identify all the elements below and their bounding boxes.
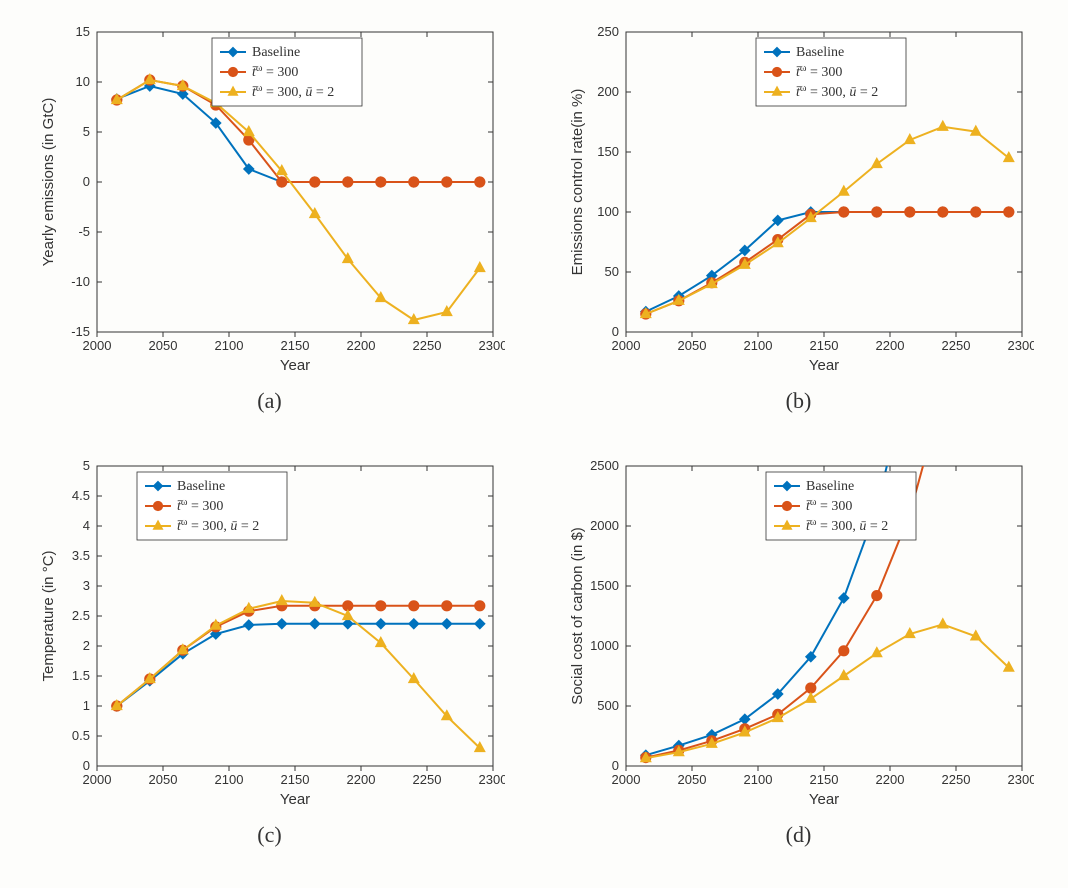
svg-text:2000: 2000 bbox=[611, 772, 640, 787]
panel-sublabel: (a) bbox=[257, 388, 281, 414]
svg-text:1: 1 bbox=[82, 698, 89, 713]
svg-text:0: 0 bbox=[611, 324, 618, 339]
legend-label-baseline: Baseline bbox=[806, 479, 854, 494]
legend-label-baseline: Baseline bbox=[177, 479, 225, 494]
legend-label-baseline: Baseline bbox=[796, 45, 844, 60]
panel-c: 2000 2050 2100 2150 2200 2250 2300 0 0.5 1 1.5 2 2.5… bbox=[30, 454, 509, 848]
legend-label-t300u2: t̄ω = 300, ū = 2 bbox=[251, 83, 334, 100]
svg-text:2150: 2150 bbox=[280, 338, 309, 353]
svg-text:5: 5 bbox=[82, 124, 89, 139]
svg-text:10: 10 bbox=[75, 74, 89, 89]
svg-text:2100: 2100 bbox=[214, 772, 243, 787]
svg-text:3: 3 bbox=[82, 578, 89, 593]
svg-text:1500: 1500 bbox=[590, 578, 619, 593]
svg-text:4.5: 4.5 bbox=[71, 488, 89, 503]
panel-sublabel: (d) bbox=[786, 822, 812, 848]
svg-text:150: 150 bbox=[597, 144, 619, 159]
legend: Baselinet̄ω = 300t̄ω = 300, ū = 2 bbox=[212, 38, 362, 106]
svg-text:15: 15 bbox=[75, 24, 89, 39]
svg-text:2300: 2300 bbox=[1007, 772, 1033, 787]
svg-text:2200: 2200 bbox=[875, 772, 904, 787]
y-axis-label: Yearly emissions (in GtC) bbox=[40, 98, 57, 267]
svg-text:0: 0 bbox=[611, 758, 618, 773]
panel-a: 2000 2050 2100 2150 2200 2250 2300 -15 -10 -5 0 5 10… bbox=[30, 20, 509, 414]
x-axis-label: Year bbox=[808, 357, 838, 374]
svg-text:0: 0 bbox=[82, 758, 89, 773]
svg-text:2250: 2250 bbox=[941, 772, 970, 787]
legend-label-t300u2: t̄ω = 300, ū = 2 bbox=[795, 83, 878, 100]
svg-text:5: 5 bbox=[82, 458, 89, 473]
legend: Baselinet̄ω = 300t̄ω = 300, ū = 2 bbox=[137, 472, 287, 540]
series-line-t300u2 bbox=[116, 80, 479, 320]
svg-text:500: 500 bbox=[597, 698, 619, 713]
panel-sublabel: (c) bbox=[257, 822, 281, 848]
y-axis-label: Emissions control rate(in %) bbox=[569, 89, 586, 276]
svg-text:0: 0 bbox=[82, 174, 89, 189]
svg-text:2500: 2500 bbox=[590, 458, 619, 473]
chart-svg-d: 2000 2050 2100 2150 2200 2250 2300 0 500 1000 1500… bbox=[564, 454, 1034, 814]
svg-text:2: 2 bbox=[82, 638, 89, 653]
svg-text:2150: 2150 bbox=[280, 772, 309, 787]
chart-svg-a: 2000 2050 2100 2150 2200 2250 2300 -15 -10 -5 0 5 10… bbox=[35, 20, 505, 380]
series-line-t300u2 bbox=[645, 127, 1008, 314]
series-line-baseline bbox=[116, 624, 479, 706]
svg-text:50: 50 bbox=[604, 264, 618, 279]
svg-text:2000: 2000 bbox=[82, 338, 111, 353]
svg-text:-5: -5 bbox=[78, 224, 90, 239]
svg-text:2300: 2300 bbox=[478, 338, 504, 353]
svg-text:2300: 2300 bbox=[1007, 338, 1033, 353]
svg-text:0.5: 0.5 bbox=[71, 728, 89, 743]
panel-b: 2000 2050 2100 2150 2200 2250 2300 0 50 100 150 200… bbox=[559, 20, 1038, 414]
svg-text:2100: 2100 bbox=[743, 338, 772, 353]
chart-svg-b: 2000 2050 2100 2150 2200 2250 2300 0 50 100 150 200… bbox=[564, 20, 1034, 380]
x-axis-label: Year bbox=[808, 791, 838, 808]
x-axis-label: Year bbox=[279, 791, 309, 808]
svg-text:2.5: 2.5 bbox=[71, 608, 89, 623]
svg-text:1000: 1000 bbox=[590, 638, 619, 653]
y-axis-label: Temperature (in °C) bbox=[40, 550, 57, 681]
legend-label-t300u2: t̄ω = 300, ū = 2 bbox=[805, 517, 888, 534]
svg-text:2000: 2000 bbox=[590, 518, 619, 533]
legend: Baselinet̄ω = 300t̄ω = 300, ū = 2 bbox=[766, 472, 916, 540]
svg-text:-10: -10 bbox=[71, 274, 90, 289]
svg-text:4: 4 bbox=[82, 518, 89, 533]
legend: Baselinet̄ω = 300t̄ω = 300, ū = 2 bbox=[756, 38, 906, 106]
svg-text:2250: 2250 bbox=[412, 338, 441, 353]
legend-label-baseline: Baseline bbox=[252, 45, 300, 60]
svg-text:2200: 2200 bbox=[875, 338, 904, 353]
svg-text:2100: 2100 bbox=[214, 338, 243, 353]
svg-text:2150: 2150 bbox=[809, 338, 838, 353]
svg-text:200: 200 bbox=[597, 84, 619, 99]
y-axis-label: Social cost of carbon (in $) bbox=[569, 527, 586, 705]
svg-text:2050: 2050 bbox=[677, 772, 706, 787]
svg-text:1.5: 1.5 bbox=[71, 668, 89, 683]
svg-text:2000: 2000 bbox=[82, 772, 111, 787]
svg-text:2100: 2100 bbox=[743, 772, 772, 787]
chart-svg-c: 2000 2050 2100 2150 2200 2250 2300 0 0.5 1 1.5 2 2.5… bbox=[35, 454, 505, 814]
svg-text:2250: 2250 bbox=[412, 772, 441, 787]
svg-text:2050: 2050 bbox=[148, 338, 177, 353]
svg-text:2000: 2000 bbox=[611, 338, 640, 353]
x-axis-label: Year bbox=[279, 357, 309, 374]
svg-text:2250: 2250 bbox=[941, 338, 970, 353]
svg-text:2200: 2200 bbox=[346, 772, 375, 787]
svg-text:-15: -15 bbox=[71, 324, 90, 339]
svg-text:2050: 2050 bbox=[148, 772, 177, 787]
svg-text:2300: 2300 bbox=[478, 772, 504, 787]
svg-text:2050: 2050 bbox=[677, 338, 706, 353]
series-line-baseline bbox=[645, 212, 1008, 312]
svg-text:100: 100 bbox=[597, 204, 619, 219]
legend-label-t300u2: t̄ω = 300, ū = 2 bbox=[176, 517, 259, 534]
series-line-t300 bbox=[645, 212, 1008, 314]
panel-sublabel: (b) bbox=[786, 388, 812, 414]
svg-text:3.5: 3.5 bbox=[71, 548, 89, 563]
panel-d: 2000 2050 2100 2150 2200 2250 2300 0 500 1000 1500… bbox=[559, 454, 1038, 848]
svg-text:2150: 2150 bbox=[809, 772, 838, 787]
svg-text:250: 250 bbox=[597, 24, 619, 39]
svg-text:2200: 2200 bbox=[346, 338, 375, 353]
